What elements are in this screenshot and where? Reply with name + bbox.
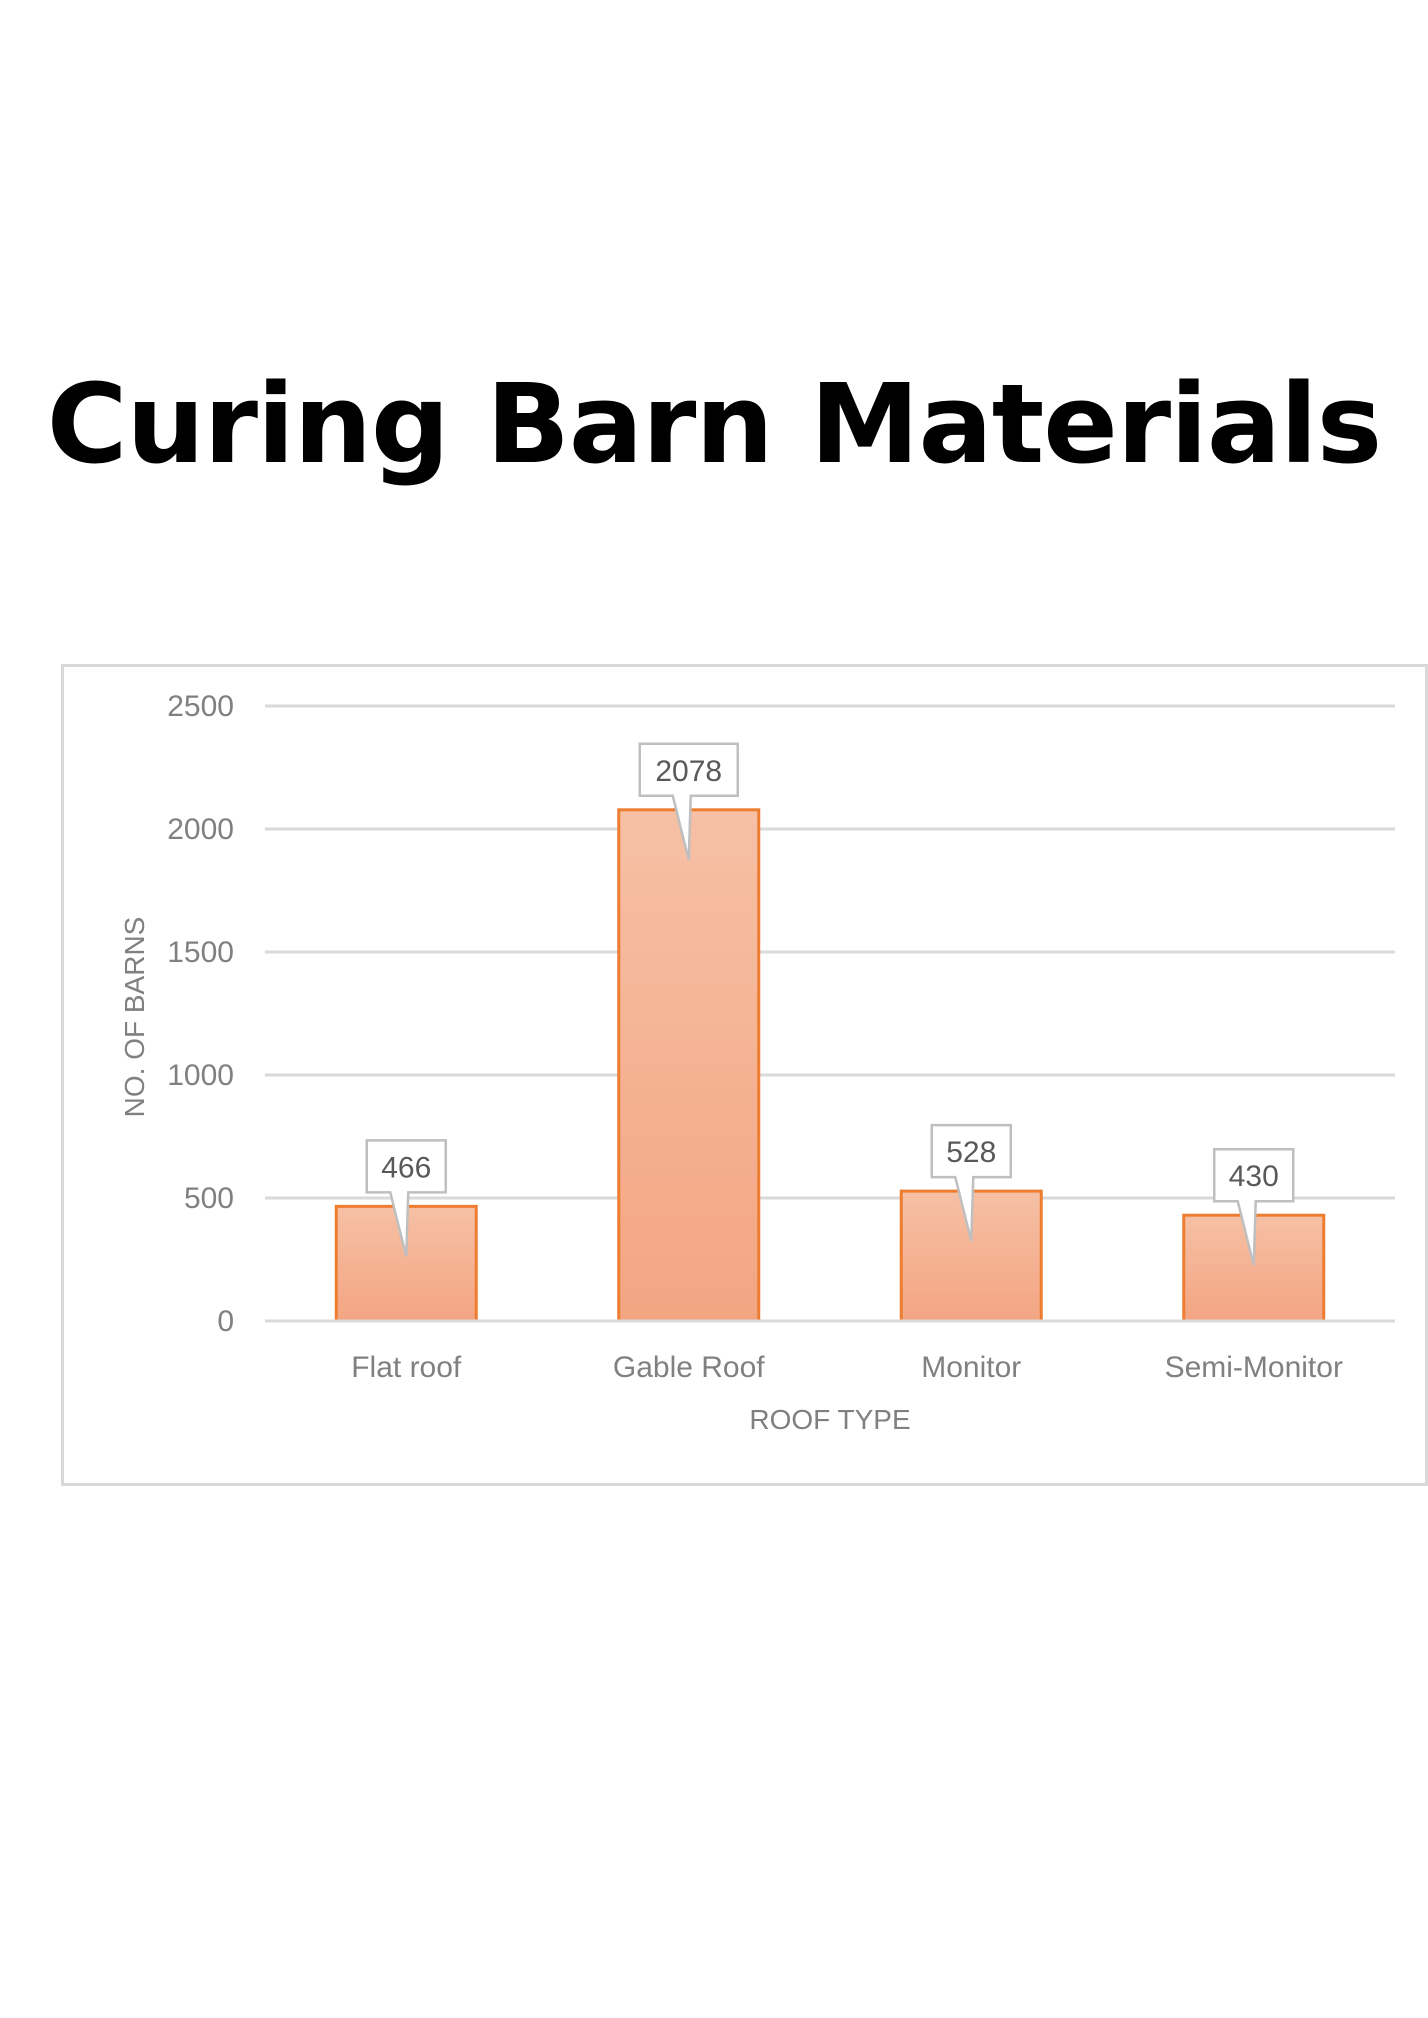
data-label: 466 — [381, 1151, 431, 1184]
y-tick-label: 2500 — [167, 690, 234, 723]
x-tick-label: Gable Roof — [613, 1351, 765, 1384]
x-axis-title: ROOF TYPE — [749, 1404, 910, 1435]
x-tick-label: Semi-Monitor — [1165, 1351, 1343, 1384]
data-label: 430 — [1229, 1160, 1279, 1193]
data-label: 2078 — [655, 755, 722, 788]
y-tick-label: 1500 — [167, 936, 234, 969]
page-title: Curing Barn Materials — [46, 360, 1383, 488]
y-tick-label: 1000 — [167, 1059, 234, 1092]
chart-frame: 0 500 1000 1500 2000 2500 Flat roof 466 Gable R… — [61, 664, 1428, 1486]
data-label-box — [1213, 1147, 1295, 1266]
data-label-box — [365, 1139, 447, 1257]
y-tick-label: 0 — [217, 1305, 234, 1338]
data-label: 528 — [946, 1136, 996, 1169]
data-label-callout: 466 — [365, 1139, 447, 1257]
x-tick-label: Monitor — [921, 1351, 1021, 1384]
x-tick-label: Flat roof — [351, 1351, 462, 1384]
data-label-box — [638, 742, 739, 861]
bar — [617, 808, 761, 1323]
y-tick-label: 500 — [184, 1182, 234, 1215]
y-axis-title: NO. OF BARNS — [119, 917, 150, 1118]
bar-chart: 0 500 1000 1500 2000 2500 Flat roof 466 Gable R… — [119, 690, 1395, 1435]
data-label-callout: 528 — [930, 1123, 1012, 1242]
y-tick-label: 2000 — [167, 813, 234, 846]
data-label-callout: 430 — [1213, 1147, 1295, 1266]
data-label-callout: 2078 — [638, 742, 739, 861]
data-label-box — [930, 1123, 1012, 1242]
